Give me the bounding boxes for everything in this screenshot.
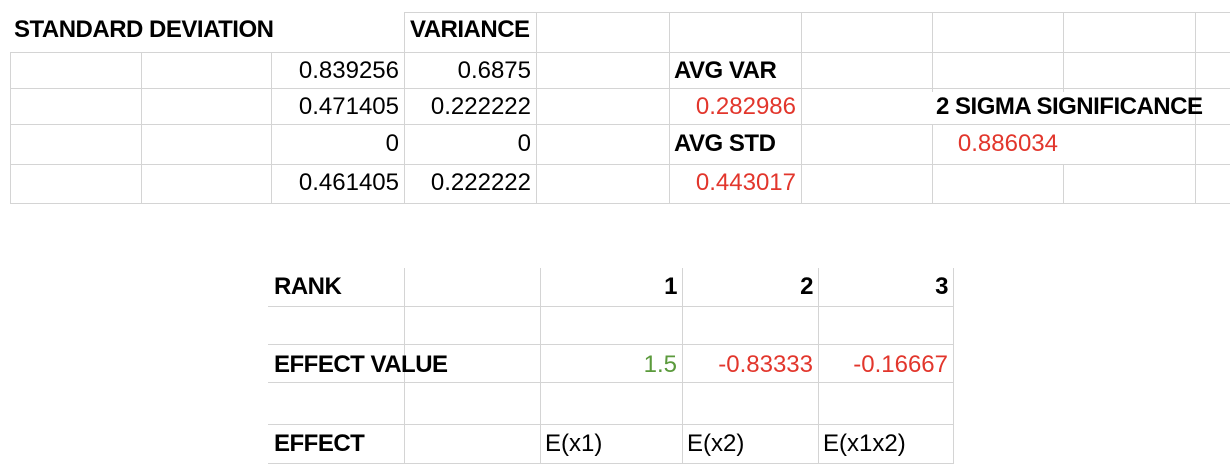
gridline bbox=[404, 268, 405, 464]
std-dev-cell[interactable]: 0.839256 bbox=[298, 57, 399, 84]
gridline bbox=[1063, 164, 1064, 204]
gridline bbox=[268, 344, 954, 345]
gridline bbox=[801, 12, 802, 204]
gridline bbox=[10, 52, 1230, 53]
variance-cell[interactable]: 0.222222 bbox=[430, 169, 531, 196]
variance-cell[interactable]: 0.222222 bbox=[430, 93, 531, 120]
avg-var-label[interactable]: AVG VAR bbox=[674, 57, 777, 84]
gridline bbox=[10, 52, 11, 204]
variance-cell[interactable]: 0 bbox=[517, 130, 531, 157]
gridline bbox=[540, 268, 541, 464]
rank-cell[interactable]: 2 bbox=[800, 273, 813, 300]
gridline bbox=[953, 268, 954, 464]
effect-label[interactable]: EFFECT bbox=[274, 430, 365, 457]
effect-value-cell[interactable]: 1.5 bbox=[643, 351, 677, 378]
gridline bbox=[268, 463, 954, 464]
gridline bbox=[10, 164, 1230, 165]
sigma-significance-label[interactable]: 2 SIGMA SIGNIFICANCE bbox=[936, 93, 1203, 120]
gridline bbox=[404, 12, 1230, 13]
gridline bbox=[271, 52, 272, 204]
effect-cell[interactable]: E(x2) bbox=[687, 430, 745, 457]
gridline bbox=[818, 268, 819, 464]
gridline bbox=[536, 12, 537, 204]
std-dev-cell[interactable]: 0.471405 bbox=[298, 93, 399, 120]
gridline bbox=[10, 203, 1230, 204]
gridline bbox=[268, 382, 954, 383]
avg-var-value[interactable]: 0.282986 bbox=[695, 93, 796, 120]
rank-cell[interactable]: 3 bbox=[935, 273, 948, 300]
gridline bbox=[10, 124, 1230, 125]
effect-value-label[interactable]: EFFECT VALUE bbox=[274, 351, 448, 378]
gridline bbox=[682, 268, 683, 464]
effect-value-cell[interactable]: -0.83333 bbox=[718, 351, 813, 378]
rank-label[interactable]: RANK bbox=[274, 273, 342, 300]
effect-cell[interactable]: E(x1x2) bbox=[823, 430, 906, 457]
std-dev-cell[interactable]: 0.461405 bbox=[298, 169, 399, 196]
gridline bbox=[268, 306, 954, 307]
avg-std-value[interactable]: 0.443017 bbox=[695, 169, 796, 196]
avg-std-label[interactable]: AVG STD bbox=[674, 130, 776, 157]
gridline bbox=[10, 88, 1230, 89]
std-dev-cell[interactable]: 0 bbox=[385, 130, 399, 157]
effect-value-cell[interactable]: -0.16667 bbox=[853, 351, 948, 378]
rank-cell[interactable]: 1 bbox=[664, 273, 677, 300]
gridline bbox=[1195, 12, 1196, 204]
gridline bbox=[141, 52, 142, 204]
std-dev-header[interactable]: STANDARD DEVIATION bbox=[14, 16, 274, 43]
gridline bbox=[268, 424, 954, 425]
variance-cell[interactable]: 0.6875 bbox=[457, 57, 531, 84]
gridline bbox=[669, 12, 670, 204]
effect-cell[interactable]: E(x1) bbox=[545, 430, 603, 457]
gridline bbox=[404, 12, 405, 204]
variance-header[interactable]: VARIANCE bbox=[410, 16, 530, 43]
sigma-significance-value[interactable]: 0.886034 bbox=[957, 130, 1058, 157]
